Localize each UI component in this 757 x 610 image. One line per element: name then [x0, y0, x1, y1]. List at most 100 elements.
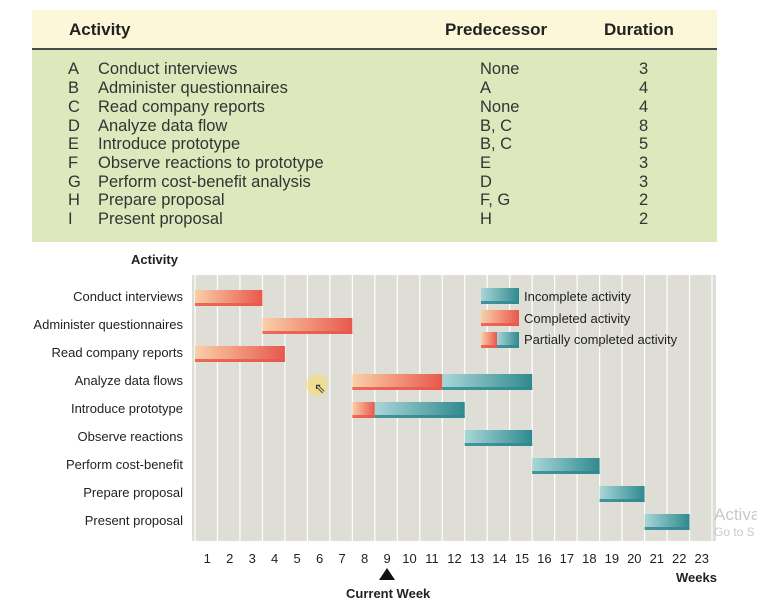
x-tick-label: 22 — [672, 551, 687, 566]
x-tick-label: 1 — [203, 551, 211, 566]
legend-swatch-incomplete — [481, 288, 519, 304]
x-tick-label: 23 — [694, 551, 709, 566]
row-activity: Conduct interviews — [98, 60, 238, 78]
bar-completed-segment — [195, 346, 285, 362]
row-duration: 4 — [639, 79, 649, 97]
current-week-marker-icon — [379, 568, 396, 580]
x-tick-label: 18 — [582, 551, 597, 566]
table-row: B Administer questionnaires A 4 — [32, 79, 717, 98]
table-header: Activity Predecessor Duration — [32, 10, 717, 50]
row-label: Conduct interviews — [73, 289, 183, 304]
swatch-partial-incomplete — [497, 332, 519, 348]
table-row: I Present proposal H 2 — [32, 210, 717, 229]
table-row: F Observe reactions to prototype E 3 — [32, 154, 717, 173]
bar-completed-segment-shadow — [195, 303, 263, 306]
row-duration: 5 — [639, 135, 649, 153]
bar-incomplete-segment-shadow — [464, 443, 533, 446]
row-activity: Introduce prototype — [98, 135, 241, 153]
row-letter: I — [68, 210, 73, 228]
table-row: H Prepare proposal F, G 2 — [32, 191, 717, 210]
row-predecessor: F, G — [480, 191, 511, 209]
row-letter: B — [68, 79, 80, 97]
x-tick-label: 6 — [316, 551, 324, 566]
legend-label-partial: Partially completed activity — [524, 332, 678, 347]
gantt-bar — [599, 486, 645, 502]
header-duration: Duration — [604, 20, 674, 39]
gantt-bar — [195, 346, 285, 362]
bar-completed-segment — [262, 318, 353, 334]
swatch-partial-completed — [481, 332, 497, 348]
bar-incomplete-segment — [599, 486, 645, 502]
row-activity: Present proposal — [98, 210, 223, 228]
legend-swatches — [481, 288, 519, 348]
cursor-highlight — [306, 374, 328, 396]
row-label: Observe reactions — [77, 429, 184, 444]
swatch-partial-incomplete-shadow — [497, 345, 519, 348]
bar-completed-segment — [352, 402, 375, 418]
bar-incomplete-segment-shadow — [532, 471, 600, 474]
row-predecessor: B, C — [480, 135, 513, 153]
x-tick-label: 13 — [469, 551, 485, 566]
row-activity: Prepare proposal — [98, 191, 225, 209]
row-letter: C — [68, 98, 80, 116]
bar-incomplete-segment-shadow — [442, 387, 533, 390]
bar-incomplete-segment — [374, 402, 465, 418]
swatch-incomplete-shadow — [481, 301, 519, 304]
row-label: Introduce prototype — [70, 401, 183, 416]
row-duration: 4 — [639, 98, 649, 116]
bar-completed-segment — [195, 290, 263, 306]
mouse-pointer-icon: ⇖ — [314, 380, 326, 396]
row-label: Present proposal — [84, 513, 183, 528]
swatch-completed — [481, 310, 519, 326]
x-tick-label: 3 — [248, 551, 256, 566]
row-activity: Administer questionnaires — [98, 79, 288, 97]
x-tick-label: 5 — [293, 551, 301, 566]
legend-label-incomplete: Incomplete activity — [524, 289, 631, 304]
x-tick-label: 14 — [492, 551, 507, 566]
table-row: C Read company reports None 4 — [32, 98, 717, 117]
bar-incomplete-segment — [464, 430, 533, 446]
x-tick-label: 8 — [360, 551, 369, 566]
row-predecessor: E — [480, 154, 492, 172]
row-activity: Read company reports — [98, 98, 265, 116]
gantt-bar — [352, 374, 533, 390]
table-row: E Introduce prototype B, C 5 — [32, 135, 717, 154]
swatch-incomplete — [481, 288, 519, 304]
row-label: Perform cost-benefit — [65, 457, 183, 472]
row-duration: 3 — [639, 154, 649, 172]
row-duration: 3 — [639, 60, 649, 78]
gantt-bar — [464, 430, 533, 446]
row-letter: D — [68, 117, 80, 135]
x-axis-label: Weeks — [676, 570, 717, 585]
bars — [195, 290, 690, 530]
gantt-bar — [195, 290, 263, 306]
row-predecessor: None — [480, 60, 520, 78]
bar-incomplete-segment — [532, 458, 600, 474]
swatch-completed-shadow — [481, 323, 519, 326]
watermark-line-1: Activa — [714, 505, 757, 524]
bar-completed-segment-shadow — [352, 387, 443, 390]
x-tick-label: 20 — [627, 551, 642, 566]
bar-incomplete-segment-shadow — [374, 415, 465, 418]
chart-title: Activity — [131, 252, 178, 267]
watermark-line-2: Go to S — [714, 525, 755, 539]
row-duration: 2 — [639, 210, 649, 228]
row-activity: Analyze data flow — [98, 117, 228, 135]
row-letter: F — [68, 154, 79, 172]
row-letter: H — [68, 191, 80, 209]
header-predecessor: Predecessor — [445, 20, 548, 39]
row-letter: E — [68, 135, 80, 153]
x-tick-label: 15 — [514, 551, 530, 566]
row-predecessor: B, C — [480, 117, 513, 135]
bar-incomplete-segment — [644, 514, 690, 530]
legend-label-completed: Completed activity — [524, 311, 631, 326]
bar-incomplete-segment — [442, 374, 533, 390]
row-label: Analyze data flows — [74, 373, 183, 388]
header-activity: Activity — [69, 20, 131, 39]
current-week-label: Current Week — [346, 586, 431, 601]
row-duration: 2 — [639, 191, 649, 209]
activity-table: Activity Predecessor Duration A Conduct … — [32, 10, 717, 242]
x-tick-label: 9 — [383, 551, 391, 566]
x-tick-label: 17 — [559, 551, 575, 566]
